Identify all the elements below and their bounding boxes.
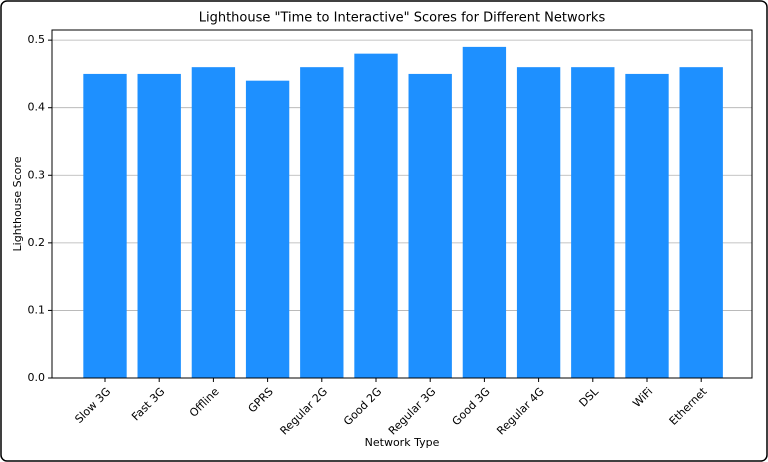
bar: [462, 46, 507, 379]
bar: [679, 67, 723, 379]
y-axis-label: Lighthouse Score: [11, 156, 24, 251]
bar: [191, 67, 236, 379]
y-tick-label: 0.4: [28, 101, 46, 114]
bar: [625, 73, 669, 378]
bar: [354, 53, 398, 379]
y-tick-label: 0.5: [28, 33, 46, 46]
bar: [571, 67, 615, 379]
y-tick-label: 0.2: [28, 236, 46, 249]
chart-title: Lighthouse "Time to Interactive" Scores …: [199, 11, 606, 26]
plot-border: [51, 29, 753, 379]
bar: [83, 73, 127, 378]
bar: [137, 73, 181, 378]
bar: [516, 67, 561, 379]
bar: [300, 67, 344, 379]
bar: [408, 73, 452, 378]
x-axis-label: Network Type: [365, 436, 440, 449]
bar: [245, 80, 290, 378]
y-tick-label: 0.3: [28, 168, 46, 181]
y-tick-label: 0.0: [28, 371, 46, 384]
y-tick-label: 0.1: [28, 303, 46, 316]
